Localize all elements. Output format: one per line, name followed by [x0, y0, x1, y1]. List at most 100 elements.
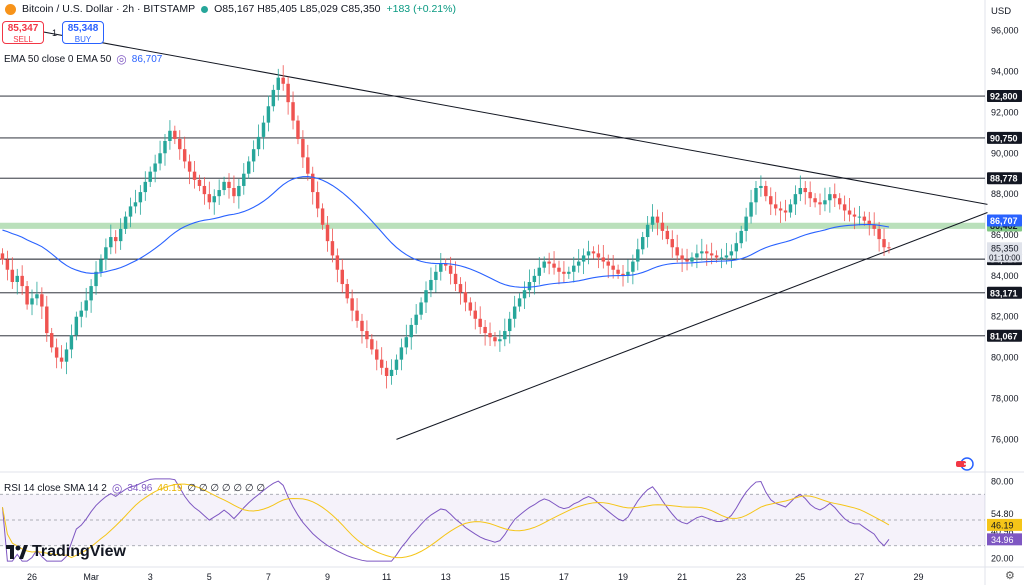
candle-body: [695, 253, 699, 258]
price-tick-label: 76,000: [991, 434, 1019, 444]
candle-body: [739, 230, 743, 244]
candle-body: [527, 282, 532, 291]
sell-button[interactable]: 85,347 SELL: [2, 21, 44, 44]
candle-body: [872, 224, 876, 229]
candle-body: [350, 298, 354, 311]
candle-body: [10, 269, 15, 282]
spread-value: 1: [52, 28, 58, 38]
candle-body: [439, 263, 443, 272]
flag-icon[interactable]: [955, 455, 975, 471]
sr-price-tag-bg: [987, 329, 1022, 342]
candle-body: [675, 247, 679, 256]
ohlc-values: O85,167 H85,405 L85,029 C85,350: [214, 3, 381, 15]
buy-button[interactable]: 85,348 BUY: [62, 21, 104, 44]
candle-body: [340, 269, 345, 285]
settings-gear-icon[interactable]: ⚙: [1005, 570, 1015, 582]
candle-body: [404, 337, 409, 348]
candle-body: [567, 271, 571, 274]
sr-price-tag: 88,778: [987, 172, 1022, 185]
candle-body: [867, 220, 871, 225]
candle-body: [0, 253, 5, 260]
candle-body: [882, 239, 886, 248]
candle-body: [887, 247, 891, 249]
countdown-text: 01:10:00: [989, 253, 1021, 262]
candle-body: [557, 267, 561, 272]
rsi-legend[interactable]: RSI 14 close SMA 14 2 ◎ 34.96 46.19 ∅ ∅ …: [4, 481, 265, 495]
candle-body: [448, 265, 453, 274]
candle-body: [783, 210, 788, 213]
brand-name: TradingView: [32, 543, 126, 560]
price-tick-label: 90,000: [991, 148, 1019, 158]
candle-body: [463, 292, 468, 303]
candle-body: [325, 224, 330, 242]
time-tick-label: 19: [618, 572, 628, 582]
sr-price-tag: 92,800: [987, 90, 1022, 103]
time-tick-label: Mar: [83, 572, 99, 582]
candle-body: [803, 188, 807, 193]
candle-body: [552, 263, 556, 268]
time-tick-label: 15: [500, 572, 510, 582]
sr-price-tag-text: 81,067: [990, 331, 1018, 341]
time-tick-label: 17: [559, 572, 569, 582]
symbol-title[interactable]: Bitcoin / U.S. Dollar · 2h · BITSTAMP: [22, 3, 196, 15]
ema-settings-icon[interactable]: ◎: [116, 52, 127, 66]
candle-body: [20, 275, 24, 287]
candle-body: [148, 171, 152, 182]
support-zone: [0, 222, 985, 229]
candle-body: [192, 171, 197, 180]
candle-body: [798, 188, 803, 195]
candle-body: [197, 179, 202, 186]
candle-body: [40, 294, 44, 307]
candle-body: [168, 130, 172, 141]
candle-body: [330, 241, 335, 256]
candle-body: [409, 324, 413, 338]
bitcoin-icon: [5, 3, 16, 15]
time-tick-label: 26: [27, 572, 37, 582]
rsi-sma-legend-value: 46.19: [157, 482, 183, 494]
candle-body: [877, 228, 881, 240]
candle-body: [473, 310, 477, 319]
time-tick-label: 7: [266, 572, 271, 582]
candle-body: [237, 185, 241, 197]
ema-legend[interactable]: EMA 50 close 0 EMA 50 ◎ 86,707: [4, 52, 162, 66]
candle-body: [99, 259, 103, 272]
tradingview-icon: [6, 545, 28, 559]
candle-body: [429, 279, 433, 291]
candle-body: [281, 77, 285, 84]
candle-body: [680, 255, 684, 260]
candle-body: [685, 259, 689, 262]
candle-body: [246, 161, 251, 174]
market-status-icon: [201, 5, 209, 13]
candle-body: [202, 185, 207, 195]
time-tick-label: 21: [677, 572, 687, 582]
candle-body: [621, 273, 625, 276]
rsi-tick-label: 80.00: [991, 476, 1014, 486]
candle-body: [64, 349, 69, 362]
candle-body: [837, 198, 842, 205]
candle-body: [286, 83, 290, 103]
candle-body: [320, 208, 325, 225]
candle-body: [596, 253, 601, 258]
rsi-sma-tag-bg: [987, 518, 1022, 531]
currency-label[interactable]: USD: [991, 6, 1012, 17]
candle-body: [143, 181, 148, 193]
rsi-settings-icon[interactable]: ◎: [111, 481, 123, 495]
sell-price: 85,347: [7, 23, 39, 34]
candle-body: [626, 271, 630, 276]
candle-body: [276, 77, 280, 90]
candle-body: [793, 194, 798, 205]
candle-body: [30, 298, 34, 305]
rsi-value-tag-bg: [987, 533, 1022, 546]
candle-body: [389, 369, 394, 376]
candle-body: [335, 255, 340, 270]
candle-body: [734, 243, 739, 252]
candle-body: [84, 300, 88, 311]
candle-body: [138, 192, 143, 203]
candle-body: [744, 216, 748, 231]
candle-body: [187, 161, 192, 172]
candle-body: [355, 310, 359, 321]
price-tick-label: 92,000: [991, 107, 1019, 117]
ema50-line: [2, 176, 890, 288]
